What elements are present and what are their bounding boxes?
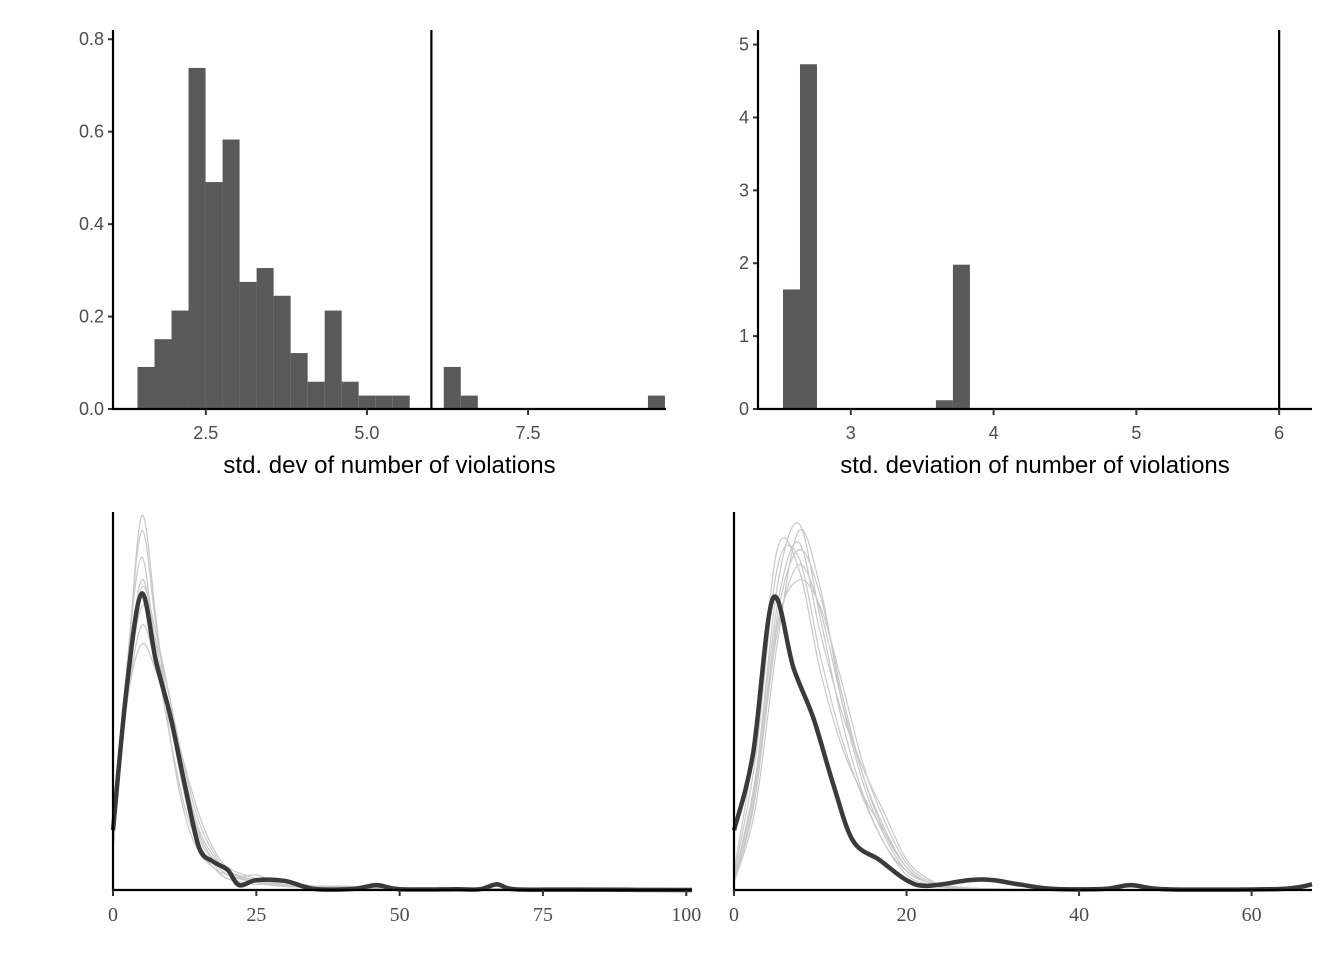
x-tick-label: 6 bbox=[1274, 423, 1284, 443]
histogram-bar bbox=[952, 264, 970, 409]
histogram-bar bbox=[290, 353, 308, 409]
x-tick-label: 20 bbox=[897, 904, 917, 926]
histogram-bar bbox=[935, 400, 953, 409]
histogram-bar bbox=[171, 310, 189, 409]
replicate-density-line bbox=[733, 522, 1313, 891]
y-tick-label: 0.6 bbox=[79, 122, 104, 142]
y-tick-label: 0.0 bbox=[79, 399, 104, 419]
replicate-density-line bbox=[733, 528, 1313, 891]
histogram-bar bbox=[392, 395, 410, 409]
observed-density-line bbox=[110, 591, 693, 893]
x-tick-label: 100 bbox=[671, 904, 701, 926]
x-tick-label: 40 bbox=[1069, 904, 1089, 926]
histogram-bar bbox=[375, 395, 393, 409]
y-tick-label: 2 bbox=[739, 253, 749, 273]
y-tick-label: 0.4 bbox=[79, 214, 104, 234]
histogram-bar bbox=[273, 295, 291, 409]
x-tick-label: 60 bbox=[1242, 904, 1262, 926]
x-tick-label: 0 bbox=[108, 904, 118, 926]
panel-4: 0 20 40 60 bbox=[729, 512, 1313, 926]
histogram-bar bbox=[222, 139, 240, 410]
histogram-bar bbox=[137, 366, 155, 409]
y-tick-label: 0 bbox=[739, 399, 749, 419]
histogram-bar bbox=[239, 281, 257, 409]
histogram-bar bbox=[188, 67, 206, 410]
replicate-density-line bbox=[733, 564, 1313, 891]
x-tick-label: 5 bbox=[1131, 423, 1141, 443]
histogram-bar bbox=[205, 182, 223, 409]
x-axis-title: std. dev of number of violations bbox=[223, 452, 555, 479]
histogram-bar bbox=[307, 381, 325, 409]
replicate-density-line bbox=[733, 541, 1313, 891]
histogram-bar bbox=[782, 289, 800, 409]
histogram-bar bbox=[647, 395, 665, 409]
observed-density-line bbox=[731, 594, 1313, 892]
histogram-bar bbox=[799, 64, 817, 409]
y-tick-label: 1 bbox=[739, 326, 749, 346]
y-tick-label: 4 bbox=[739, 107, 749, 127]
histogram-bar bbox=[460, 395, 478, 409]
x-tick-label: 3 bbox=[846, 423, 856, 443]
histogram-bar bbox=[154, 339, 172, 409]
replicate-density-line bbox=[112, 514, 693, 891]
x-tick-label: 50 bbox=[390, 904, 410, 926]
panel-1: 0.0 0.2 0.4 0.6 0.8 2.5 5.0 7.5 std. dev of numb… bbox=[79, 29, 666, 479]
x-tick-label: 0 bbox=[729, 904, 739, 926]
histogram-bar bbox=[443, 366, 461, 409]
x-tick-label: 5.0 bbox=[354, 423, 379, 443]
replicate-density-line bbox=[733, 549, 1313, 891]
y-tick-label: 5 bbox=[739, 35, 749, 55]
x-tick-label: 4 bbox=[989, 423, 999, 443]
y-tick-label: 0.8 bbox=[79, 29, 104, 49]
panel-3: 0 25 50 75 100 bbox=[108, 512, 701, 926]
panel-2: 0 1 2 3 4 5 3 4 5 6 std. deviation of number of vi… bbox=[739, 30, 1312, 479]
histogram-bar bbox=[341, 381, 359, 409]
y-tick-label: 0.2 bbox=[79, 307, 104, 327]
x-tick-label: 7.5 bbox=[516, 423, 541, 443]
x-tick-label: 75 bbox=[533, 904, 553, 926]
y-tick-label: 3 bbox=[739, 180, 749, 200]
x-axis-title: std. deviation of number of violations bbox=[840, 452, 1230, 479]
histogram-bar bbox=[358, 395, 376, 409]
histogram-bar bbox=[256, 268, 274, 409]
histogram-bar bbox=[324, 310, 342, 409]
x-tick-label: 25 bbox=[246, 904, 266, 926]
x-tick-label: 2.5 bbox=[193, 423, 218, 443]
